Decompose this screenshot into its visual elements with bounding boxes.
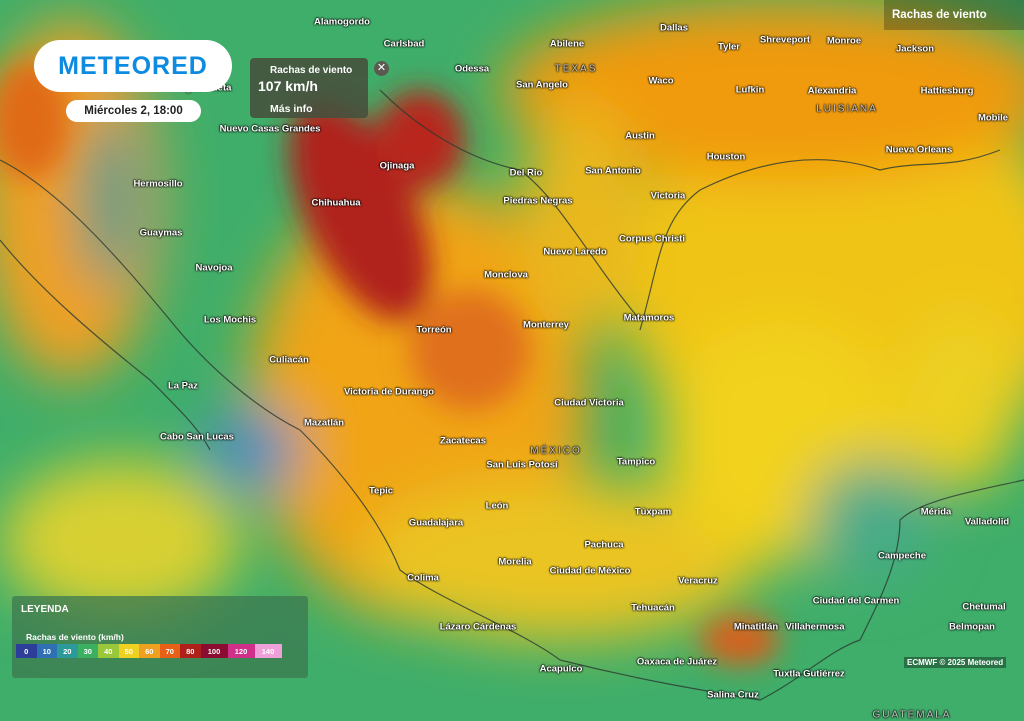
credit: ECMWF © 2025 Meteored bbox=[904, 657, 1007, 668]
logo[interactable]: METEORED bbox=[34, 40, 232, 92]
city-label: Lázaro Cárdenas bbox=[439, 621, 517, 633]
city-label: Monclova bbox=[484, 269, 528, 281]
city-label: Belmopan bbox=[949, 621, 995, 633]
city-label: San Antonio bbox=[585, 165, 641, 177]
city-label: Minatitlán bbox=[733, 621, 779, 633]
city-label: Nueva Orleans bbox=[885, 144, 953, 156]
city-label: Cabo San Lucas bbox=[160, 431, 234, 443]
region-label: LUISIANA bbox=[816, 103, 878, 115]
city-label: Shreveport bbox=[759, 34, 811, 46]
city-label: Ciudad Victoria bbox=[554, 397, 624, 409]
legend-scale: 0 10 20 30 40 50 60 70 80 100 120 140 bbox=[16, 644, 282, 658]
city-label: Valladolid bbox=[964, 516, 1010, 528]
legend-stop: 30 bbox=[77, 644, 98, 658]
city-label: Túxpam bbox=[634, 506, 672, 518]
legend-title: LEYENDA bbox=[21, 604, 69, 615]
city-label: San Luis Potosí bbox=[486, 459, 558, 471]
popup-title: Rachas de viento bbox=[270, 65, 353, 76]
legend-stop: 100 bbox=[200, 644, 228, 658]
city-label: Lufkin bbox=[735, 84, 765, 96]
legend-stop: 60 bbox=[139, 644, 160, 658]
city-label: Colima bbox=[407, 572, 439, 584]
city-label: Acapulco bbox=[539, 663, 583, 675]
legend-stop: 70 bbox=[159, 644, 180, 658]
city-label: Chihuahua bbox=[311, 197, 361, 209]
city-label: Monterrey bbox=[523, 319, 569, 331]
legend-stop: 40 bbox=[98, 644, 119, 658]
city-label: Nuevo Laredo bbox=[543, 246, 607, 258]
city-label: Hattiesburg bbox=[920, 85, 974, 97]
city-label: Ciudad del Carmen bbox=[812, 595, 900, 607]
region-label: TEXAS bbox=[554, 63, 598, 75]
city-label: Campeche bbox=[877, 550, 927, 562]
city-label: Austin bbox=[625, 130, 655, 142]
layer-label[interactable]: Rachas de viento bbox=[884, 0, 1024, 30]
legend-stop: 140 bbox=[254, 644, 282, 658]
city-label: Matamoros bbox=[623, 312, 675, 324]
city-label: Alexandria bbox=[807, 85, 857, 97]
city-label: Tuxtla Gutiérrez bbox=[773, 668, 845, 680]
city-label: Hermosillo bbox=[133, 178, 183, 190]
city-label: Guaymas bbox=[139, 227, 183, 239]
city-label: Guadalajara bbox=[408, 517, 464, 529]
city-label: San Angelo bbox=[516, 79, 568, 91]
region-label: MÉXICO bbox=[530, 445, 582, 457]
city-label: Villahermosa bbox=[785, 621, 845, 633]
legend-stop: 50 bbox=[118, 644, 139, 658]
city-label: Navojoa bbox=[195, 262, 233, 274]
popup-link[interactable]: Más info bbox=[270, 103, 313, 115]
legend-stop: 10 bbox=[36, 644, 57, 658]
city-label: Chetumal bbox=[962, 601, 1006, 613]
city-label: Veracruz bbox=[678, 575, 718, 587]
city-label: Pachuca bbox=[584, 539, 624, 551]
city-label: Mobile bbox=[977, 112, 1009, 124]
city-label: Monroe bbox=[826, 35, 862, 47]
city-label: Mérida bbox=[920, 506, 952, 518]
city-label: León bbox=[485, 500, 509, 512]
city-label: Houston bbox=[706, 151, 746, 163]
city-label: Oaxaca de Juárez bbox=[636, 656, 718, 668]
city-label: Alamogordo bbox=[314, 16, 370, 28]
city-label: Culiacán bbox=[269, 354, 309, 366]
city-label: Tyler bbox=[717, 41, 741, 53]
popup: Rachas de viento 107 km/h Más info bbox=[250, 58, 368, 118]
legend-stop: 20 bbox=[57, 644, 78, 658]
city-label: Morelia bbox=[498, 556, 532, 568]
city-label: Victoria de Durango bbox=[343, 386, 435, 398]
city-label: Tehuacán bbox=[631, 602, 675, 614]
city-label: Los Mochis bbox=[203, 314, 257, 326]
city-label: Tepic bbox=[368, 485, 394, 497]
city-label: Waco bbox=[648, 75, 674, 87]
city-label: Jackson bbox=[895, 43, 935, 55]
city-label: Tampico bbox=[616, 456, 656, 468]
city-label: Salina Cruz bbox=[707, 689, 759, 701]
legend-stop: 120 bbox=[227, 644, 255, 658]
city-label: Dallas bbox=[660, 22, 688, 34]
city-label: Piedras Negras bbox=[503, 195, 573, 207]
city-label: Carlsbad bbox=[383, 38, 425, 50]
legend-stop: 0 bbox=[16, 644, 37, 658]
popup-value: 107 km/h bbox=[258, 78, 318, 94]
city-label: Ojinaga bbox=[379, 160, 415, 172]
legend: LEYENDA Rachas de viento (km/h) 0 10 20 30 4… bbox=[12, 596, 308, 678]
city-label: Zacatecas bbox=[440, 435, 486, 447]
city-label: Nuevo Casas Grandes bbox=[219, 123, 321, 135]
city-label: Torreón bbox=[416, 324, 452, 336]
popup-close[interactable]: ✕ bbox=[374, 61, 389, 76]
city-label: Mazatlán bbox=[303, 417, 345, 429]
city-label: Del Rio bbox=[509, 167, 543, 179]
city-label: Victoria bbox=[650, 190, 686, 202]
city-label: Abilene bbox=[549, 38, 585, 50]
city-label: Corpus Christi bbox=[619, 233, 685, 245]
city-label: Ciudad de México bbox=[549, 565, 631, 577]
date-label[interactable]: Miércoles 2, 18:00 bbox=[66, 100, 201, 122]
legend-stop: 80 bbox=[180, 644, 201, 658]
city-label: Odessa bbox=[454, 63, 490, 75]
legend-subtitle: Rachas de viento (km/h) bbox=[26, 632, 124, 642]
city-label: La Paz bbox=[167, 380, 199, 392]
region-label: GUATEMALA bbox=[872, 709, 952, 721]
